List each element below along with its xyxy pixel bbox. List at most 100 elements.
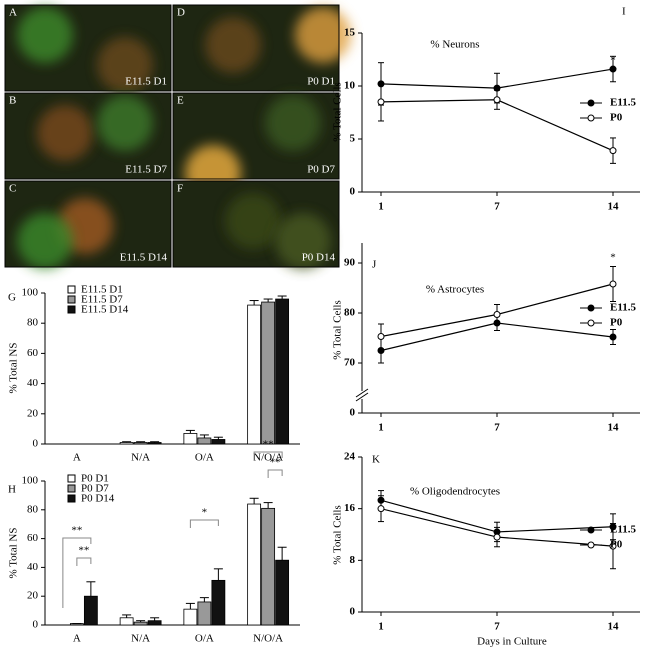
point bbox=[493, 311, 501, 318]
point bbox=[493, 533, 501, 541]
chart-title: % Oligodendrocytes bbox=[410, 486, 500, 498]
panel-letter: C bbox=[9, 183, 16, 195]
point bbox=[609, 333, 617, 341]
y-tick-label: 60 bbox=[27, 347, 39, 359]
legend-label: P0 D1 bbox=[81, 473, 109, 485]
bar bbox=[275, 559, 290, 626]
panel-letter: B bbox=[9, 95, 16, 107]
panel-letter: E bbox=[177, 95, 184, 107]
micrograph-glow bbox=[17, 213, 73, 269]
micrograph-frame bbox=[172, 4, 340, 92]
significance-label: ** bbox=[71, 525, 82, 537]
legend-label: P0 bbox=[610, 112, 623, 124]
panel-caption: E11.5 D14 bbox=[120, 252, 168, 264]
y-tick-label: 0 bbox=[33, 438, 39, 450]
legend-marker bbox=[587, 526, 595, 534]
micrograph-glow bbox=[17, 7, 73, 63]
bar bbox=[119, 617, 134, 626]
bar bbox=[147, 620, 162, 626]
significance-label: * bbox=[202, 507, 208, 519]
y-axis-label: % Total NS bbox=[8, 528, 20, 579]
y-tick-label: 80 bbox=[344, 307, 356, 319]
y-tick-label: 70 bbox=[344, 357, 356, 369]
significance-label: ** bbox=[263, 439, 274, 451]
legend-swatch bbox=[67, 474, 76, 483]
micrograph-frame bbox=[172, 180, 340, 268]
y-tick-label: 0 bbox=[350, 186, 356, 198]
bar bbox=[197, 437, 212, 445]
x-tick-label: 7 bbox=[494, 621, 500, 633]
legend-swatch bbox=[67, 484, 76, 493]
legend-label: E11.5 D1 bbox=[81, 284, 123, 296]
micrograph-glow bbox=[97, 95, 153, 151]
legend-swatch bbox=[67, 494, 76, 503]
y-tick-label: 8 bbox=[350, 554, 356, 566]
significance-label: ** bbox=[270, 457, 281, 469]
y-tick-label: 80 bbox=[27, 317, 39, 329]
micrograph-glow bbox=[275, 213, 331, 269]
bar bbox=[247, 503, 262, 626]
micrograph-frame bbox=[4, 180, 172, 268]
legend-label: E11.5 D14 bbox=[81, 304, 129, 316]
significance-bracket bbox=[62, 537, 92, 608]
y-tick-label: 20 bbox=[27, 590, 39, 602]
legend-label: E11.5 bbox=[610, 97, 636, 109]
panel-caption: E11.5 D7 bbox=[125, 164, 167, 176]
significance-label: ** bbox=[78, 545, 89, 557]
y-tick-label: 16 bbox=[344, 502, 356, 514]
x-tick-label: 1 bbox=[378, 621, 384, 633]
panel-letter: H bbox=[8, 484, 16, 496]
bar bbox=[119, 442, 134, 445]
legend-marker bbox=[587, 541, 595, 549]
panel-letter: K bbox=[372, 454, 380, 466]
significance-bracket bbox=[253, 451, 283, 460]
micrograph-glow bbox=[37, 105, 93, 161]
x-tick-label: O/A bbox=[195, 452, 214, 464]
y-tick-label: 100 bbox=[22, 475, 39, 487]
y-tick-label: 100 bbox=[22, 287, 39, 299]
bar bbox=[275, 298, 290, 445]
y-tick-label: 80 bbox=[27, 503, 39, 515]
x-tick-label: N/O/A bbox=[253, 633, 283, 645]
y-axis-label: % Total NS bbox=[8, 343, 20, 394]
panel-caption: P0 D14 bbox=[302, 252, 336, 264]
legend-label: E11.5 bbox=[610, 524, 636, 536]
x-tick-label: 1 bbox=[378, 422, 384, 434]
y-tick-label: 0 bbox=[33, 619, 39, 631]
y-axis-label: % Total Cells bbox=[332, 82, 344, 142]
x-tick-label: A bbox=[73, 452, 81, 464]
micrograph-frame bbox=[172, 92, 340, 180]
x-tick-label: 14 bbox=[608, 201, 620, 213]
legend-marker bbox=[587, 319, 595, 327]
bar bbox=[183, 433, 198, 445]
y-tick-label: 20 bbox=[27, 407, 39, 419]
x-tick-label: A bbox=[73, 633, 81, 645]
x-tick-label: O/A bbox=[195, 633, 214, 645]
point bbox=[493, 96, 501, 104]
significance-label: * bbox=[610, 55, 616, 67]
y-tick-label: 24 bbox=[344, 451, 356, 463]
y-tick-label: 40 bbox=[27, 377, 39, 389]
point bbox=[609, 280, 617, 288]
y-tick-label: 15 bbox=[344, 27, 356, 39]
x-tick-label: N/O/A bbox=[253, 452, 283, 464]
legend-label: P0 bbox=[610, 317, 623, 329]
legend-label: P0 bbox=[610, 539, 623, 551]
panel-caption: P0 D7 bbox=[307, 164, 335, 176]
panel-letter: F bbox=[177, 183, 183, 195]
panel-letter: D bbox=[177, 7, 185, 19]
significance-bracket bbox=[267, 469, 283, 478]
panel-letter: G bbox=[8, 292, 16, 304]
legend-marker bbox=[587, 304, 595, 312]
micrograph-glow bbox=[97, 37, 153, 93]
y-tick-label: 10 bbox=[344, 80, 356, 92]
micrograph-frame bbox=[4, 92, 172, 180]
point bbox=[377, 333, 385, 340]
legend-swatch bbox=[67, 285, 76, 294]
legend-swatch bbox=[67, 295, 76, 304]
bar bbox=[133, 442, 148, 445]
x-axis-label: Days in Culture bbox=[477, 636, 547, 648]
bar bbox=[211, 439, 226, 445]
bar bbox=[83, 595, 98, 626]
